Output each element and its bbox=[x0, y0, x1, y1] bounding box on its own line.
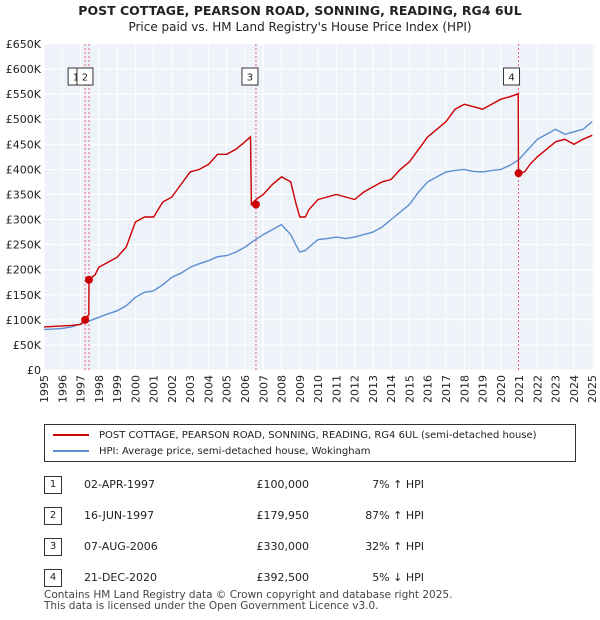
transaction-row: 3 07-AUG-2006 £330,000 32% ↑ HPI bbox=[44, 538, 600, 556]
x-tick-label: 2015 bbox=[403, 375, 416, 403]
transaction-hpi-diff: 87% ↑ HPI bbox=[365, 509, 424, 522]
legend-label-hpi: HPI: Average price, semi-detached house,… bbox=[99, 445, 371, 457]
chart-legend: POST COTTAGE, PEARSON ROAD, SONNING, REA… bbox=[44, 424, 576, 462]
x-tick-label: 2002 bbox=[166, 375, 179, 403]
transaction-number: 3 bbox=[44, 538, 62, 556]
sale-point bbox=[251, 200, 260, 209]
sale-label-box bbox=[76, 67, 94, 86]
legend-label-property: POST COTTAGE, PEARSON ROAD, SONNING, REA… bbox=[99, 429, 537, 441]
x-tick-label: 2016 bbox=[422, 375, 435, 403]
footer: Contains HM Land Registry data © Crown c… bbox=[44, 590, 452, 612]
transaction-price: £100,000 bbox=[256, 478, 310, 491]
transaction-row: 2 16-JUN-1997 £179,950 87% ↑ HPI bbox=[44, 507, 600, 525]
y-tick-label: £300K bbox=[6, 214, 42, 227]
transaction-hpi-diff: 5% ↓ HPI bbox=[372, 571, 424, 584]
y-tick-label: £350K bbox=[6, 188, 42, 201]
legend-swatch-hpi bbox=[53, 450, 89, 452]
transaction-price: £392,500 bbox=[256, 571, 310, 584]
y-tick-label: £0 bbox=[27, 364, 41, 377]
y-tick-label: £500K bbox=[6, 113, 42, 126]
transaction-price: £330,000 bbox=[256, 540, 310, 553]
sale-point bbox=[84, 275, 93, 284]
transaction-date: 07-AUG-2006 bbox=[84, 540, 158, 553]
chart-subtitle: Price paid vs. HM Land Registry's House … bbox=[128, 20, 472, 34]
x-tick-label: 2008 bbox=[276, 375, 289, 403]
y-tick-label: £650K bbox=[6, 38, 42, 51]
y-tick-label: £250K bbox=[6, 239, 42, 252]
x-tick-label: 2017 bbox=[440, 375, 453, 403]
x-tick-label: 1997 bbox=[75, 375, 88, 403]
x-tick-label: 2004 bbox=[202, 375, 215, 403]
x-tick-label: 2018 bbox=[458, 375, 471, 403]
x-tick-label: 2014 bbox=[385, 375, 398, 403]
x-tick-label: 2010 bbox=[312, 375, 325, 403]
x-tick-label: 2012 bbox=[349, 375, 362, 403]
x-tick-label: 2023 bbox=[550, 375, 563, 403]
sale-label-text: 2 bbox=[82, 73, 88, 84]
footer-licence: This data is licensed under the Open Gov… bbox=[44, 600, 379, 612]
sale-label-text: 1 bbox=[73, 73, 79, 84]
x-tick-label: 2009 bbox=[294, 375, 307, 403]
series-line bbox=[43, 121, 593, 331]
transaction-hpi-diff: 7% ↑ HPI bbox=[372, 478, 424, 491]
y-tick-label: £400K bbox=[6, 163, 42, 176]
transaction-date: 21-DEC-2020 bbox=[84, 571, 158, 584]
chart-title: POST COTTAGE, PEARSON ROAD, SONNING, REA… bbox=[78, 3, 522, 18]
x-tick-label: 2025 bbox=[586, 375, 599, 403]
sale-point bbox=[514, 169, 523, 178]
transaction-date: 02-APR-1997 bbox=[84, 478, 156, 491]
x-tick-label: 2000 bbox=[129, 375, 142, 403]
x-tick-label: 2011 bbox=[330, 375, 343, 403]
y-tick-label: £50K bbox=[13, 339, 42, 352]
x-tick-label: 1999 bbox=[111, 375, 124, 403]
footer-copyright: Contains HM Land Registry data © Crown c… bbox=[44, 589, 453, 601]
y-tick-label: £450K bbox=[6, 138, 42, 151]
x-tick-label: 1995 bbox=[38, 375, 51, 403]
transaction-price: £179,950 bbox=[256, 509, 310, 522]
x-tick-label: 2001 bbox=[148, 375, 161, 403]
x-tick-label: 2006 bbox=[239, 375, 252, 403]
x-tick-label: 2007 bbox=[257, 375, 270, 403]
sale-label-box bbox=[241, 67, 259, 86]
legend-item-property: POST COTTAGE, PEARSON ROAD, SONNING, REA… bbox=[53, 427, 537, 443]
x-tick-label: 1996 bbox=[56, 375, 69, 403]
transaction-row: 4 21-DEC-2020 £392,500 5% ↓ HPI bbox=[44, 569, 600, 587]
price-chart: £0 £50K £100K £150K £200K £250K £300K £350K £400… bbox=[6, 38, 599, 403]
x-tick-label: 2019 bbox=[477, 375, 490, 403]
sale-point bbox=[81, 315, 90, 324]
x-tick-label: 2003 bbox=[184, 375, 197, 403]
x-tick-label: 2022 bbox=[531, 375, 544, 403]
series-line bbox=[43, 92, 593, 328]
transaction-row: 1 02-APR-1997 £100,000 7% ↑ HPI bbox=[44, 476, 600, 494]
y-tick-label: £150K bbox=[6, 289, 42, 302]
y-tick-label: £100K bbox=[6, 314, 42, 327]
transaction-number: 4 bbox=[44, 569, 62, 587]
transaction-number: 2 bbox=[44, 507, 62, 525]
x-tick-label: 1998 bbox=[93, 375, 106, 403]
y-tick-label: £200K bbox=[6, 264, 42, 277]
legend-item-hpi: HPI: Average price, semi-detached house,… bbox=[53, 443, 370, 459]
sale-label-text: 3 bbox=[247, 73, 253, 84]
transaction-hpi-diff: 32% ↑ HPI bbox=[365, 540, 424, 553]
y-tick-label: £550K bbox=[6, 88, 42, 101]
y-tick-label: £600K bbox=[6, 63, 42, 76]
x-tick-label: 2021 bbox=[513, 375, 526, 403]
transaction-date: 16-JUN-1997 bbox=[84, 509, 155, 522]
sale-label-text: 4 bbox=[508, 73, 514, 84]
sale-label-box bbox=[503, 67, 521, 86]
x-tick-label: 2020 bbox=[495, 375, 508, 403]
plot-area bbox=[44, 44, 594, 370]
x-tick-label: 2024 bbox=[568, 375, 581, 403]
transaction-number: 1 bbox=[44, 476, 62, 494]
x-tick-label: 2013 bbox=[367, 375, 380, 403]
legend-swatch-property bbox=[53, 434, 89, 436]
x-tick-label: 2005 bbox=[221, 375, 234, 403]
